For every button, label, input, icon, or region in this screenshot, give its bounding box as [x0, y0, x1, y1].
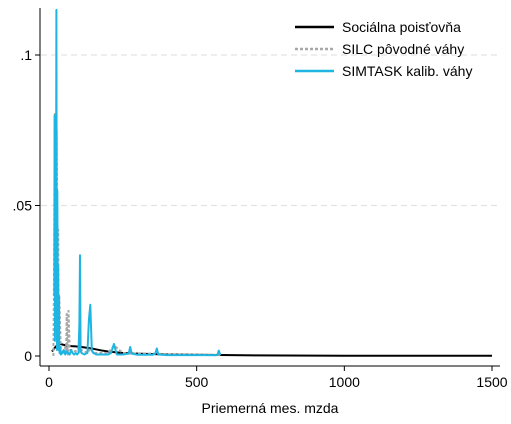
legend: Sociálna poisťovňa SILC pôvodné váhy SIMTA… [295, 19, 472, 79]
axis-layer: 0 .05 .1 0 500 1000 1500 [13, 8, 508, 390]
legend-label-3: SIMTASK kalib. váhy [342, 63, 472, 79]
x-tick-label: 0 [45, 374, 53, 390]
x-tick-label: 1000 [329, 374, 360, 390]
y-tick-label: .05 [13, 198, 33, 214]
x-tick-label: 500 [185, 374, 209, 390]
series-layer [51, 8, 493, 357]
y-tick-label: .1 [20, 47, 32, 63]
series-line-3 [53, 8, 222, 357]
legend-label-2: SILC pôvodné váhy [342, 41, 464, 57]
x-axis-title: Priemerná mes. mzda [202, 400, 339, 416]
grid-layer [41, 54, 500, 207]
x-tick-label: 1500 [476, 374, 507, 390]
y-tick-label: 0 [24, 348, 32, 364]
legend-label-1: Sociálna poisťovňa [342, 19, 461, 35]
